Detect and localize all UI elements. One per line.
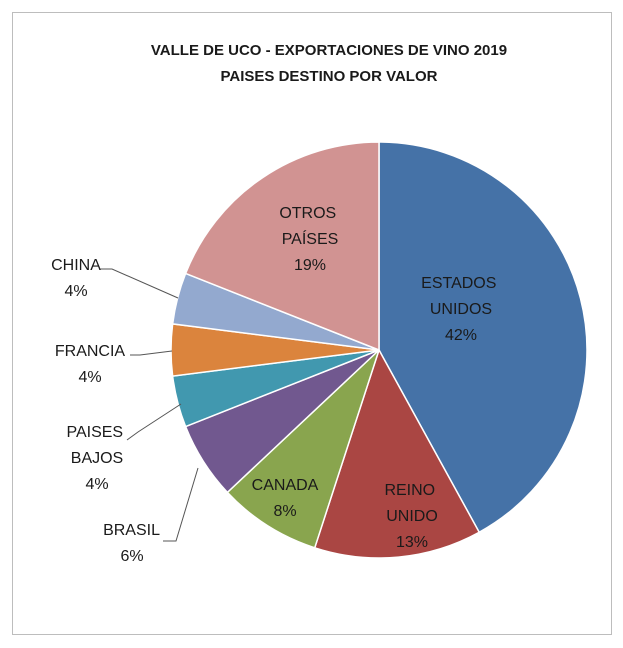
label-line: ESTADOS [421,275,501,292]
slice-label: FRANCIA [55,343,126,360]
slice-label: BRASIL [103,522,160,539]
slice-label: OTROS PAÍSES [279,205,340,248]
slice-label: REINO UNIDO [384,482,439,525]
label-line: PAÍSES [282,229,339,248]
chart-subtitle: PAISES DESTINO POR VALOR [221,68,438,85]
slice-label: CHINA [51,257,101,274]
label-line: OTROS [279,205,340,222]
pie-slice [184,141,380,352]
slice-value-label: 42% [445,327,477,344]
slice-value-label: 4% [78,369,101,386]
slice-label: CANADA [252,477,319,494]
label-line: PAISES [66,424,127,441]
leader-line [100,268,179,299]
label-line: UNIDO [386,508,438,525]
slice-value-label: 4% [85,476,108,493]
leader-line [163,467,199,542]
slice-value-label: 4% [64,283,87,300]
slice-value-label: 6% [120,548,143,565]
slice-value-label: 19% [294,257,326,274]
pie-slice [378,141,588,534]
pie-slice [313,348,481,559]
slice-label: ESTADOS UNIDOS [421,275,501,318]
label-line: BAJOS [71,450,123,467]
leader-line [126,403,182,441]
leader-line [130,350,173,356]
label-line: UNIDOS [430,301,492,318]
label-line: REINO [384,482,439,499]
pie-slice [226,349,380,549]
slice-value-label: 8% [273,503,296,520]
slice-label: PAISES BAJOS [66,424,127,467]
slice-value-label: 13% [396,534,428,551]
chart-title: VALLE DE UCO - EXPORTACIONES DE VINO 201… [151,42,507,59]
